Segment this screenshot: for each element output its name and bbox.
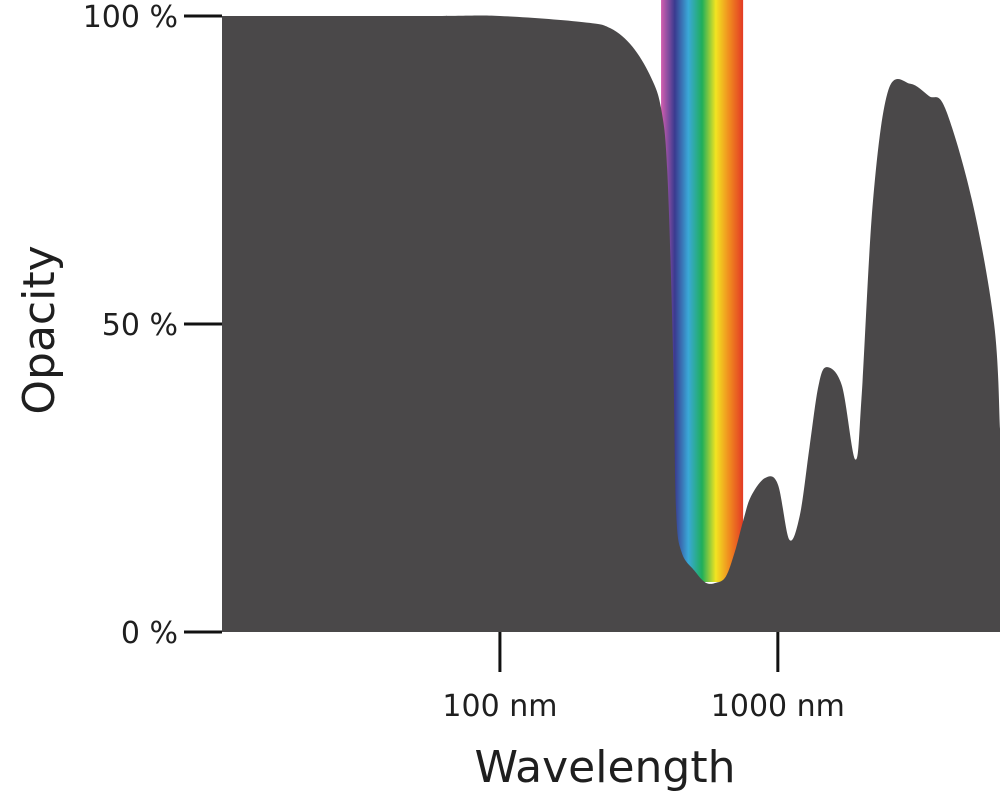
y-tick-label: 100 %: [83, 0, 178, 35]
opacity-area: [222, 15, 1000, 633]
x-tick-label: 100 nm: [442, 689, 557, 724]
y-tick-label: 0 %: [121, 616, 178, 651]
y-axis-title: Opacity: [14, 245, 65, 414]
y-tick-label: 50 %: [102, 308, 178, 343]
x-axis-title: Wavelength: [474, 742, 735, 793]
x-tick-label: 1000 nm: [711, 689, 845, 724]
